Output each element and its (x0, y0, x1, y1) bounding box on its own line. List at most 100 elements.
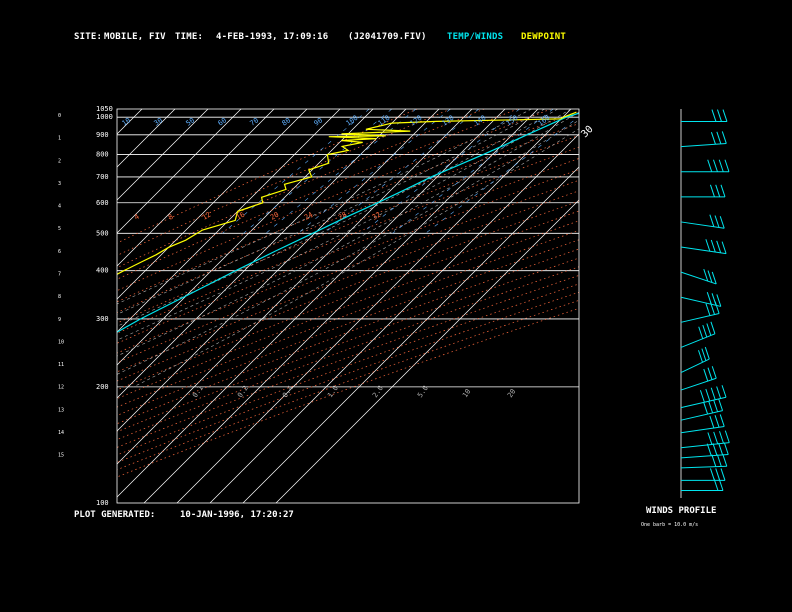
height-label-11: 11 (58, 362, 64, 368)
height-label-10: 10 (58, 339, 64, 345)
height-label-5: 5 (58, 226, 61, 232)
wind-barb-flag (721, 241, 727, 254)
height-label-0: 0 (58, 113, 61, 119)
wind-barb-flag (707, 367, 713, 380)
wind-barb-flag (699, 390, 705, 403)
wind-barb-flag (707, 159, 713, 172)
plot-frame (116, 108, 580, 504)
plot-area (0, 109, 579, 503)
legend-dewpoint: DEWPOINT (521, 32, 566, 42)
height-label-12: 12 (58, 385, 64, 391)
wind-barb-flag (722, 109, 728, 122)
mixing-ratio-label: 10 (461, 388, 472, 400)
wind-barb-flag (710, 321, 716, 335)
mixing-ratio-line (297, 109, 451, 234)
wind-barb-flag (716, 386, 722, 399)
wind-barb-flag (698, 350, 703, 363)
wind-barb-flag (703, 268, 709, 282)
moist-adiabat-line (117, 109, 572, 341)
wind-barb-flag (703, 368, 709, 382)
theta-top-label: 70 (249, 116, 261, 127)
mixing-ratio-label: 5.0 (416, 384, 430, 399)
moist-adiabat-line (117, 119, 579, 375)
wind-barb-flag (711, 271, 717, 285)
moist-adiabat-line (117, 109, 545, 315)
theta-top-label: 30 (153, 116, 165, 127)
winds-profile-title: WINDS PROFILE (646, 506, 717, 516)
isotherm-line (117, 109, 209, 201)
wind-barb-flag (705, 239, 711, 252)
dry-adiabat-line (117, 200, 579, 382)
dry-adiabat-line (117, 220, 579, 400)
wind-barb-flag (702, 324, 708, 338)
wind-barb-flag (724, 159, 730, 172)
wind-barb-flag (707, 432, 713, 445)
wind-barb-9 (680, 358, 710, 373)
wind-barb-flag (721, 385, 727, 398)
mixing-ratio-label: 1.0 (326, 384, 340, 399)
dry-adiabat-label: 16 (235, 211, 246, 222)
pressure-label-700: 700 (96, 173, 109, 181)
wind-barb-flag (724, 430, 730, 443)
wind-barb-8 (680, 377, 717, 391)
theta-top-label: 150 (505, 114, 520, 128)
height-label-4: 4 (58, 204, 61, 210)
moist-adiabat-line (117, 109, 558, 327)
dry-adiabat-label: 28 (337, 211, 348, 222)
pressure-label-500: 500 (96, 229, 109, 237)
dry-adiabat-line (117, 179, 579, 363)
moist-adiabat-line (133, 128, 579, 388)
wind-barb-flag (713, 431, 719, 445)
wind-barb-flag (722, 454, 728, 467)
isotherm-line (0, 109, 10, 503)
dry-adiabat-line (117, 248, 579, 425)
dry-adiabat-line (117, 239, 579, 416)
wind-barb-flag (703, 401, 709, 415)
wind-barb-flag (716, 294, 722, 307)
time-label: TIME: (175, 32, 204, 42)
dry-adiabat-label: 20 (269, 211, 280, 222)
dry-adiabat-line (117, 123, 579, 313)
isotherm-line (176, 109, 572, 503)
wind-barb-flag (718, 442, 724, 456)
dry-adiabat-line (117, 110, 579, 303)
wind-barb-flag (709, 415, 715, 429)
dry-adiabat-line (117, 169, 579, 354)
dry-adiabat-line (117, 109, 552, 292)
dewpoint-profile-line (117, 111, 577, 276)
wind-barb-10 (680, 333, 716, 348)
theta-top-label: 10 (121, 116, 133, 127)
wind-barb-flag (704, 346, 710, 360)
height-label-8: 8 (58, 294, 61, 300)
mixing-ratio-label: 0.1 (191, 384, 205, 399)
wind-barb-flag (716, 131, 722, 144)
wind-barb-flag (710, 239, 716, 253)
wind-barb-flag (717, 109, 722, 122)
dry-adiabat-line (117, 230, 579, 408)
wind-barb-flag (709, 468, 715, 481)
mixing-ratio-line (243, 109, 392, 234)
wind-barb-flag (723, 442, 729, 455)
mixing-ratio-line (323, 109, 479, 234)
wind-barb-flag (716, 454, 722, 467)
isotherm-line (117, 109, 473, 465)
wind-barb-flag (718, 159, 724, 172)
wind-barb-flag (709, 214, 715, 227)
theta-top-label: 90 (313, 116, 325, 127)
height-label-9: 9 (58, 317, 61, 323)
wind-barb-flag (707, 270, 713, 283)
isotherm-right-label: 30 (579, 124, 595, 140)
wind-barb-flag (720, 468, 726, 481)
wind-barb-7 (680, 396, 727, 409)
time-value: 4-FEB-1993, 17:09:16 (216, 32, 329, 42)
pressure-label-300: 300 (96, 315, 109, 323)
isotherm-line (242, 166, 579, 503)
winds-profile-barbs (680, 109, 730, 491)
dry-adiabat-line (117, 134, 579, 324)
mixing-ratio-line (265, 109, 417, 234)
dry-adiabat-line (117, 291, 579, 463)
wind-barb-flag (708, 400, 714, 414)
mixing-ratio-line (392, 109, 554, 234)
wind-barb-flag (701, 348, 707, 361)
